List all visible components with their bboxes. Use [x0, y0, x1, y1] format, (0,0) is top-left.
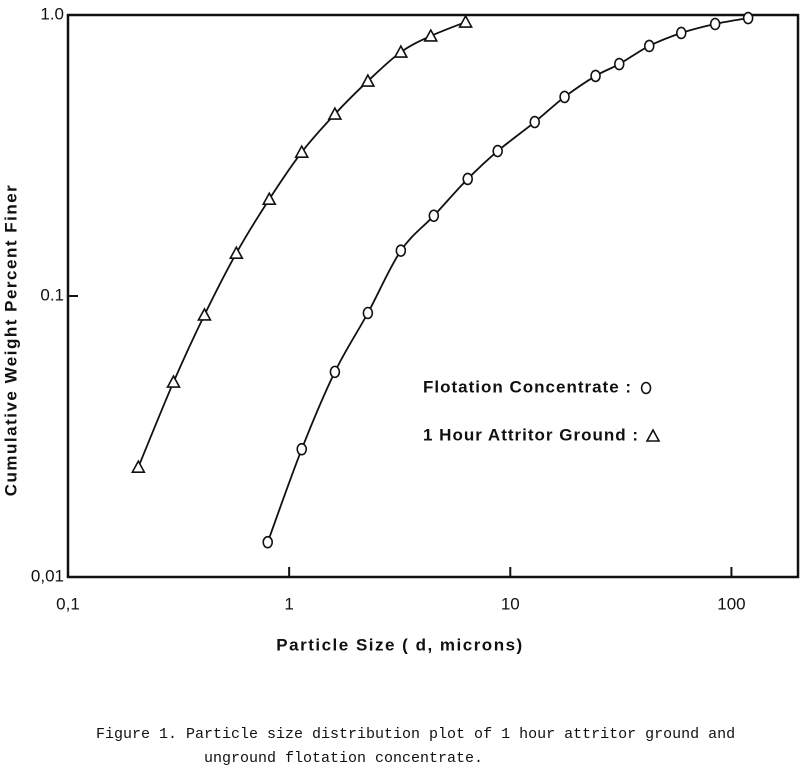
- data-point: [492, 144, 503, 158]
- data-point: [261, 191, 277, 206]
- y-tick-label: 0.1: [40, 285, 64, 304]
- data-point: [130, 459, 146, 473]
- x-tick-label: 10: [501, 594, 520, 613]
- legend-marker: [640, 381, 652, 395]
- data-point: [294, 144, 310, 158]
- legend-label: 1 Hour Attritor Ground :: [423, 425, 639, 444]
- data-point: [393, 44, 409, 58]
- x-tick-label: 1: [284, 594, 293, 613]
- data-point: [228, 245, 244, 260]
- data-point: [643, 39, 655, 53]
- data-point: [428, 209, 440, 223]
- caption: Figure 1. Particle size distribution plo…: [96, 726, 735, 743]
- y-axis-label: Cumulative Weight Percent Finer: [1, 184, 20, 497]
- data-point: [423, 28, 439, 42]
- data-point: [327, 106, 343, 120]
- data-point: [742, 11, 754, 25]
- data-point: [529, 115, 541, 129]
- data-point: [360, 73, 376, 87]
- data-point: [462, 172, 474, 186]
- data-point: [197, 307, 212, 321]
- y-tick-label: 0,01: [31, 566, 64, 585]
- x-tick-label: 100: [717, 594, 745, 613]
- data-point: [709, 17, 721, 31]
- data-point: [329, 365, 341, 379]
- data-point: [362, 306, 374, 320]
- plot-frame: [66, 13, 800, 579]
- data-point: [559, 90, 570, 104]
- legend-label: Flotation Concentrate :: [423, 377, 632, 396]
- series-line: [137, 21, 466, 468]
- data-point: [590, 69, 601, 83]
- series-line: [266, 17, 749, 543]
- y-tick-label: 1.0: [40, 4, 64, 23]
- data-point: [613, 57, 625, 71]
- legend-marker: [645, 428, 661, 442]
- data-point: [675, 26, 687, 40]
- data-point: [166, 374, 181, 388]
- data-point: [262, 535, 274, 549]
- x-axis-label: Particle Size ( d, microns): [276, 635, 523, 654]
- data-point: [296, 442, 308, 456]
- x-tick-label: 0,1: [56, 594, 80, 613]
- caption: unground flotation concentrate.: [204, 750, 483, 767]
- data-point: [458, 14, 473, 28]
- data-point: [395, 244, 407, 257]
